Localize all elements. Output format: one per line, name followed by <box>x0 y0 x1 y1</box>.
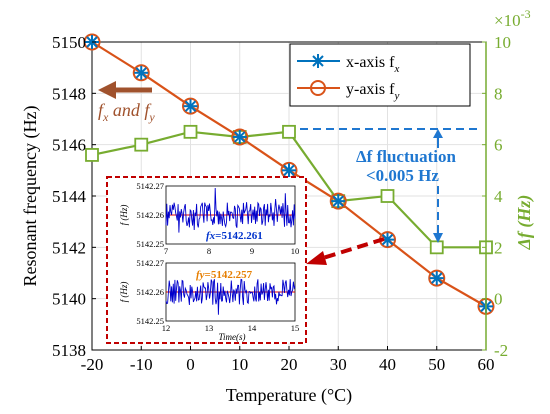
inset-bottom-value: fy=5142.257 <box>196 269 253 281</box>
fluctuation-line2: <0.005 Hz <box>366 166 439 185</box>
legend-label-x: x-axis fx <box>346 54 399 75</box>
fluctuation-line1: Δf fluctuation <box>356 147 456 166</box>
y2-tick-label: 0 <box>494 290 503 309</box>
y2-tick-label: 6 <box>494 136 503 155</box>
x-tick-label: -10 <box>130 355 153 374</box>
y-tick-label: 5144 <box>52 187 87 206</box>
delta-f-point <box>183 124 198 139</box>
x-tick-label: 10 <box>231 355 248 374</box>
legend: x-axis fx y-axis fy <box>289 43 471 107</box>
inset-x-tick-label: 8 <box>207 246 211 256</box>
delta-f-point <box>282 124 296 139</box>
inset-x-tick-label: 15 <box>291 323 300 333</box>
inset-frequency-trace <box>165 187 296 233</box>
y-tick-label: 5142 <box>52 238 86 257</box>
y2-tick-label: 4 <box>494 187 503 206</box>
inset-x-tick-label: 10 <box>291 246 300 256</box>
inset-top-ylabel: f (Hz) <box>119 205 129 226</box>
inset-y-tick-label: 5142.27 <box>136 258 164 268</box>
inset-y-tick-label: 5142.27 <box>136 181 164 191</box>
inset-x-tick-label: 12 <box>162 323 171 333</box>
inset-pointer-arrow <box>306 237 385 265</box>
inset-bottom-signal <box>165 278 296 315</box>
y-tick-label: 5146 <box>52 136 86 155</box>
legend-box <box>289 43 471 107</box>
delta-f-point <box>380 189 395 203</box>
inset-y-tick-label: 5142.25 <box>136 316 164 326</box>
y-axis-fy-point <box>132 64 150 82</box>
y-tick-label: 5138 <box>52 341 86 360</box>
y-tick-label: 5140 <box>52 290 86 309</box>
y-tick-label: 5150 <box>52 33 86 52</box>
x-tick-label: 40 <box>379 355 396 374</box>
inset-top-value: fx=5142.261 <box>206 230 263 242</box>
x-tick-label: 30 <box>330 355 347 374</box>
inset-top-signal <box>165 187 296 233</box>
x-axis-fx-point <box>331 194 346 209</box>
inset-y-tick-label: 5142.26 <box>136 210 164 220</box>
inset-x-tick-label: 7 <box>164 246 168 256</box>
x-axis-fx-point <box>183 99 198 114</box>
y2-tick-label: 2 <box>494 238 503 257</box>
y-axis-label: Resonant frequency (Hz) <box>20 106 41 287</box>
legend-asterisk-marker <box>311 54 325 68</box>
inset-x-tick-label: 13 <box>205 323 214 333</box>
inset-y-tick-label: 5142.25 <box>136 239 164 249</box>
inset-x-tick-label: 9 <box>250 246 254 256</box>
y-axis-fy-point <box>428 269 446 287</box>
x-tick-label: 20 <box>281 355 298 374</box>
y2-tick-label: 8 <box>494 84 503 103</box>
y2-tick-label: -2 <box>494 341 508 360</box>
inset-frequency-trace <box>165 278 296 315</box>
inset-top-ticks: 5142.25 5142.26 5142.27 7 8 9 10 <box>136 181 299 256</box>
y-tick-label: 5148 <box>52 84 86 103</box>
delta-f-point <box>429 240 444 255</box>
y2-axis-label: Δf (Hz) <box>514 195 535 251</box>
legend-circle-marker <box>310 80 326 96</box>
legend-label-y: y-axis fy <box>346 81 399 102</box>
x-tick-label: -20 <box>81 355 104 374</box>
y-axis-fy-point <box>329 192 347 210</box>
ticks-layer: -20 -10 0 10 20 30 40 50 60513851405142514451465… <box>52 33 511 374</box>
x-axis-fx-point <box>232 129 247 144</box>
x-axis-label: Temperature (°C) <box>226 385 352 406</box>
y-axis-fy-point <box>182 97 199 115</box>
inset-bottom-ylabel: f (Hz) <box>119 282 129 303</box>
fx-fy-arrow-annotation: fx and fy <box>98 81 155 124</box>
x-axis-fx-point <box>429 271 444 286</box>
x-tick-label: 50 <box>428 355 445 374</box>
x-tick-label: 0 <box>186 355 195 374</box>
inset-bottom-xlabel: Time(s) <box>219 332 246 342</box>
delta-f-point <box>85 148 99 162</box>
series-layer <box>83 33 495 315</box>
inset-y-tick-label: 5142.26 <box>136 287 164 297</box>
x-axis-fx-point <box>134 65 149 80</box>
y-axis-fy-point <box>231 128 249 146</box>
y2-tick-label: 10 <box>494 33 511 52</box>
fluctuation-annotation: Δf fluctuation <0.005 Hz <box>300 128 482 243</box>
delta-f-point <box>134 137 149 152</box>
x-tick-label: 60 <box>478 355 495 374</box>
inset-bottom-ticks: 5142.25 5142.26 5142.27 12 13 14 15 <box>136 258 299 333</box>
fx-and-fy-label: fx and fy <box>98 100 155 124</box>
inset-x-tick-label: 14 <box>248 323 257 333</box>
x-axis-fx-point <box>282 163 296 178</box>
y-axis-fy-point <box>83 33 101 51</box>
